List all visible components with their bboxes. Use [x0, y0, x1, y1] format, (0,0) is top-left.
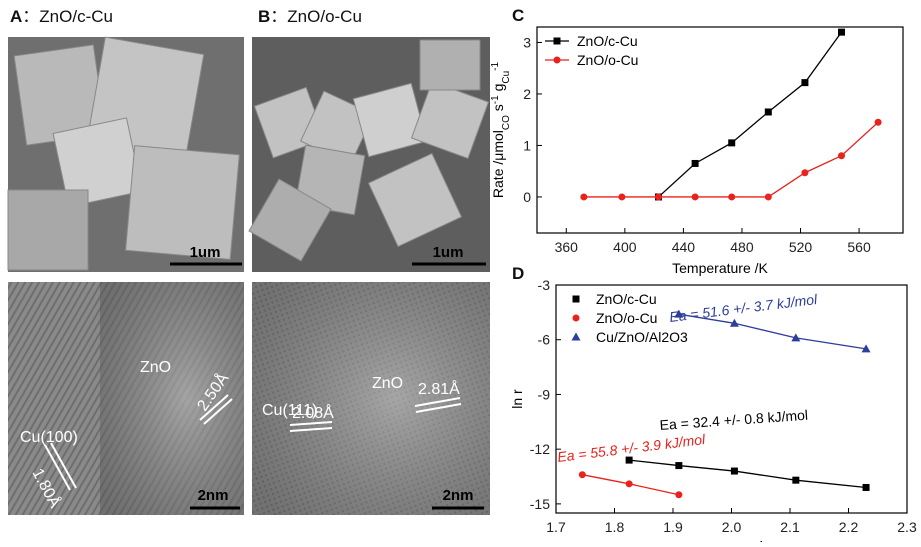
legend-marker: [573, 315, 580, 322]
marker: [692, 160, 699, 167]
panel-letter: B: [258, 7, 270, 26]
marker: [801, 169, 808, 176]
scale-label: 1um: [190, 244, 221, 261]
image-label: Cu(100): [20, 429, 78, 446]
panel-title: A：ZnO/c-Cu: [10, 7, 113, 26]
marker: [675, 491, 682, 498]
annotation: Ea = 32.4 +/- 0.8 kJ/mol: [659, 407, 808, 433]
scale-label: 2nm: [443, 487, 474, 504]
marker: [626, 457, 633, 464]
marker: [580, 193, 587, 200]
marker: [863, 484, 870, 491]
x-tick-label: 2.3: [897, 519, 917, 535]
marker: [792, 477, 799, 484]
label-part: s: [490, 104, 506, 115]
panel-caption: ：ZnO/c-Cu: [22, 7, 113, 26]
y-tick-label: -9: [538, 386, 551, 402]
legend-marker: [572, 333, 581, 341]
label-part: CO: [501, 115, 512, 130]
scale-label: 2nm: [198, 487, 229, 504]
panel-caption: ：ZnO/o-Cu: [270, 7, 362, 26]
marker: [875, 119, 882, 126]
y-tick-label: 2: [523, 86, 531, 102]
marker: [838, 152, 845, 159]
y-axis-label: Rate /μmolCO s-1 gCu-1: [490, 61, 512, 198]
x-tick-label: 560: [847, 239, 871, 255]
y-tick-label: 1: [523, 137, 531, 153]
image-label: 2.81Å: [418, 379, 460, 398]
x-tick-label: 2.1: [780, 519, 800, 535]
label-part: g: [490, 84, 506, 96]
x-tick-label: 440: [672, 239, 696, 255]
legend-label: ZnO/c-Cu: [596, 291, 657, 307]
x-axis-label: Temperature /K: [672, 260, 768, 276]
x-tick-label: 1.7: [546, 519, 566, 535]
label-part: ln r: [509, 389, 525, 409]
legend-label: ZnO/c-Cu: [577, 33, 638, 49]
label-part: Cu: [501, 71, 512, 84]
x-tick-label: 400: [613, 239, 637, 255]
image-label: ZnO: [140, 359, 171, 376]
panel-letter: D: [512, 264, 524, 283]
y-tick-label: 0: [523, 189, 531, 205]
x-tick-label: 2.2: [839, 519, 859, 535]
panel-title: B：ZnO/o-Cu: [258, 7, 362, 26]
marker: [728, 139, 735, 146]
legend-marker: [554, 57, 561, 64]
image-label: 2.08Å: [292, 403, 334, 422]
series-line: [659, 32, 842, 197]
marker: [626, 480, 633, 487]
series-line: [584, 122, 878, 197]
marker: [765, 108, 772, 115]
figure: A：ZnO/c-Cu1um2nmZnOCu(100)1.80Å2.50ÅB：Zn…: [0, 0, 921, 542]
legend-label: ZnO/o-Cu: [577, 52, 638, 68]
image-label: ZnO: [372, 375, 403, 392]
x-tick-label: 1.9: [663, 519, 683, 535]
legend-label: ZnO/o-Cu: [596, 310, 657, 326]
marker: [655, 193, 662, 200]
y-axis-label: ln r: [509, 389, 525, 409]
marker: [728, 193, 735, 200]
y-tick-label: -3: [538, 277, 551, 293]
label-part: Rate /μmol: [490, 130, 506, 198]
scale-label: 1um: [433, 244, 464, 261]
marker: [731, 468, 738, 475]
marker: [801, 79, 808, 86]
label-part: Temperature /K: [672, 260, 768, 276]
x-tick-label: 360: [555, 239, 579, 255]
x-tick-label: 520: [789, 239, 813, 255]
y-tick-label: -12: [530, 441, 550, 457]
y-tick-label: -15: [530, 496, 550, 512]
x-tick-label: 1.8: [605, 519, 625, 535]
image-panels: [8, 37, 490, 515]
marker: [618, 193, 625, 200]
x-tick-label: 480: [730, 239, 754, 255]
marker: [675, 462, 682, 469]
y-tick-label: -6: [538, 332, 551, 348]
marker: [579, 471, 586, 478]
marker: [765, 193, 772, 200]
legend-marker: [554, 38, 561, 45]
label-part: -1: [490, 61, 501, 70]
legend-marker: [573, 296, 580, 303]
annotation: Ea = 51.6 +/- 3.7 kJ/mol: [668, 291, 818, 325]
marker: [692, 193, 699, 200]
y-tick-label: 3: [523, 34, 531, 50]
panel-letter: A: [10, 7, 22, 26]
legend-label: Cu/ZnO/Al2O3: [596, 329, 688, 345]
marker: [838, 29, 845, 36]
x-tick-label: 2.0: [722, 519, 742, 535]
fit-line: [629, 460, 866, 487]
tem-haze: [100, 282, 244, 515]
panel-letter: C: [512, 6, 524, 25]
